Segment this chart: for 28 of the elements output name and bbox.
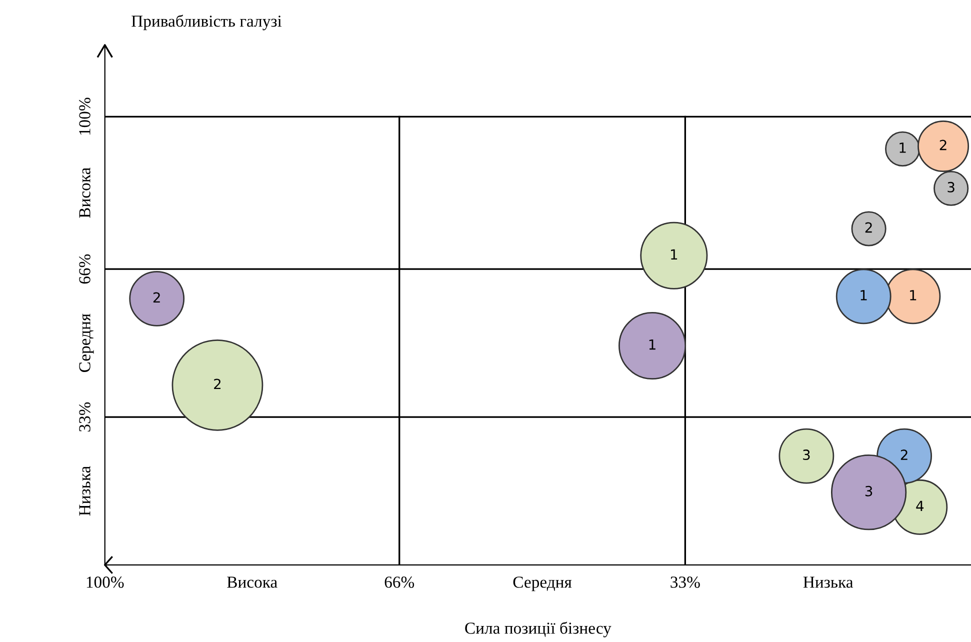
annotation: 1 bbox=[910, 290, 916, 300]
annotation: 1 bbox=[860, 290, 867, 300]
x-tick-label: 33% bbox=[670, 576, 700, 588]
annotation: 3 bbox=[865, 486, 872, 496]
y-tick-label: Висока bbox=[79, 168, 90, 218]
annotation: 1 bbox=[649, 339, 656, 350]
annotation: 2 bbox=[214, 378, 220, 390]
y-tick-label: 66% bbox=[79, 254, 90, 284]
y-tick-label: 100% bbox=[79, 98, 90, 135]
annotation: 3 bbox=[948, 182, 954, 192]
x-tick-label: Середня bbox=[513, 576, 572, 592]
y-tick-label: Низька bbox=[79, 466, 90, 516]
y-axis-title: Привабливість галузі bbox=[132, 14, 282, 30]
x-tick-label: Висока bbox=[227, 576, 278, 588]
annotation: 2 bbox=[865, 222, 872, 233]
annotation: 3 bbox=[803, 450, 810, 460]
annotation: 2 bbox=[940, 140, 946, 150]
y-tick-label: 33% bbox=[79, 402, 90, 432]
annotation: 1 bbox=[900, 142, 906, 153]
annotation: 2 bbox=[900, 450, 908, 460]
x-tick-label: Низька bbox=[803, 576, 854, 588]
x-axis-title: Сила позиції бізнесу bbox=[465, 622, 612, 638]
annotation: 1 bbox=[671, 249, 678, 260]
x-tick-label: 66% bbox=[384, 576, 414, 588]
y-tick-label: Середня bbox=[79, 314, 94, 372]
annotation: 2 bbox=[153, 292, 160, 303]
annotation: 4 bbox=[916, 500, 924, 511]
x-tick-label: 100% bbox=[86, 576, 124, 588]
